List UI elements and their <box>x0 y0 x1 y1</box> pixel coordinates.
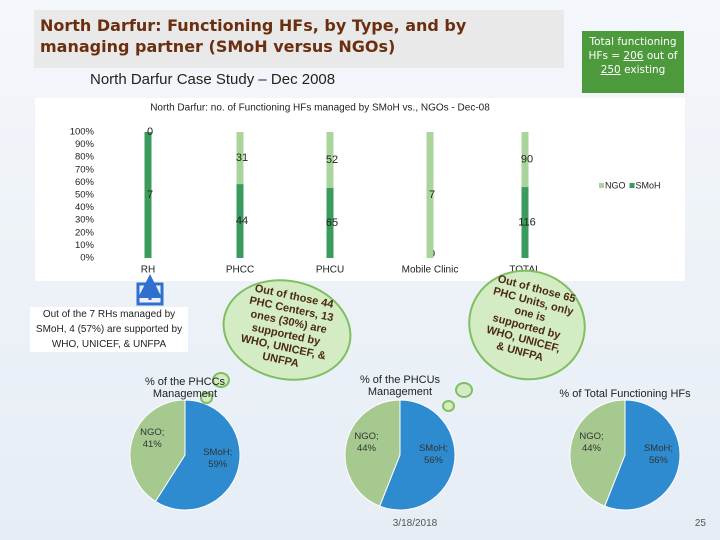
bar-segment <box>521 187 529 258</box>
rh-note: Out of the 7 RHs managed by SMoH, 4 (57%… <box>30 307 188 352</box>
pie-title: % of the PHCUs Management <box>359 374 441 398</box>
pie-label: SMoH; 56% <box>418 443 448 467</box>
x-tick-label: PHCU <box>316 265 344 276</box>
chart-panel <box>35 98 685 281</box>
y-tick-label: 50% <box>75 190 95 201</box>
slide-subtitle: North Darfur Case Study – Dec 2008 <box>90 71 336 88</box>
x-tick-label: Mobile Clinic <box>402 265 459 276</box>
y-tick-label: 0% <box>80 253 94 264</box>
pie-slice <box>379 399 456 511</box>
data-label: 44 <box>236 215 248 227</box>
bar-segment <box>326 132 334 188</box>
total-text: out of <box>646 50 678 62</box>
pie-slice <box>154 399 241 511</box>
y-tick-label: 80% <box>75 152 95 163</box>
x-tick-label: RH <box>141 265 155 276</box>
pie-slice <box>569 399 626 507</box>
y-tick-label: 70% <box>75 164 95 175</box>
cloud-puff <box>455 382 473 398</box>
pie-title: % of the PHCCs Management <box>144 376 226 400</box>
bar-segment <box>236 184 244 258</box>
total-box: Total functioning HFs = 206 out of 250 e… <box>582 31 684 93</box>
date: 3/18/2018 <box>392 518 438 529</box>
y-tick-label: 30% <box>75 215 95 226</box>
y-tick-label: 100% <box>70 127 95 138</box>
data-label: 7 <box>429 189 435 201</box>
legend-swatch <box>629 183 635 188</box>
pie-label: SMoH; 59% <box>203 446 233 470</box>
total-text: Total functioning HFs = <box>588 36 677 62</box>
pie-label: NGO; 44% <box>354 430 379 454</box>
y-tick-label: 40% <box>75 202 95 213</box>
data-label: 90 <box>521 153 533 165</box>
data-label: 116 <box>518 216 536 228</box>
pie-label: SMoH; 56% <box>643 443 673 467</box>
data-label: 65 <box>326 217 338 229</box>
legend-label: SMoH <box>636 180 661 190</box>
pie-title: % of Total Functioning HFs <box>559 388 691 400</box>
total-number: 206 <box>623 50 644 62</box>
existing-number: 250 <box>600 64 621 76</box>
bar-segment <box>521 132 529 188</box>
pie-slice <box>344 399 401 507</box>
x-tick-label: PHCC <box>226 265 254 276</box>
bar-segment <box>326 188 334 258</box>
bar-segment <box>236 132 244 185</box>
pie-slice <box>604 399 681 511</box>
pie-label: NGO; 44% <box>579 430 604 454</box>
total-text: existing <box>624 64 666 76</box>
pie-label: NGO; 41% <box>140 427 165 451</box>
chart-title: North Darfur: no. of Functioning HFs man… <box>150 103 490 114</box>
arrow-box <box>136 282 164 306</box>
y-tick-label: 10% <box>75 240 95 251</box>
legend-swatch <box>599 183 604 188</box>
y-tick-label: 90% <box>75 139 95 150</box>
bar-segment <box>144 132 152 258</box>
y-tick-label: 60% <box>75 177 95 188</box>
cloud-puff <box>200 392 213 404</box>
data-label: 52 <box>326 154 338 166</box>
cloud-puff <box>442 400 455 412</box>
legend-label: NGO <box>605 180 626 190</box>
cloud-puff <box>212 372 230 388</box>
y-tick-label: 20% <box>75 227 95 238</box>
bar-segment <box>426 132 434 258</box>
page-number: 25 <box>694 518 706 529</box>
slide-title: North Darfur: Functioning HFs, by Type, … <box>34 10 564 68</box>
data-label: 31 <box>236 152 248 164</box>
data-label: 0 <box>147 126 153 138</box>
data-label: 7 <box>147 189 153 201</box>
